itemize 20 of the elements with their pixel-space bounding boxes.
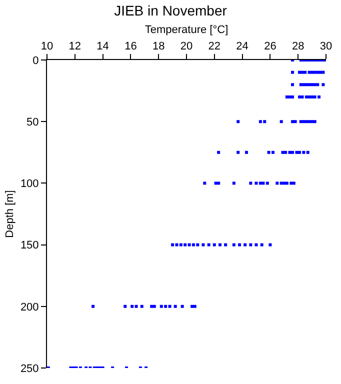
x-tick-label: 22 [208, 40, 221, 53]
x-tick-label: 14 [96, 40, 109, 53]
x-tick-label: 12 [68, 40, 82, 53]
x-tick-label: 30 [320, 40, 332, 53]
y-tick-label: 50 [26, 116, 39, 128]
y-tick-label: 250 [20, 362, 39, 375]
y-tick-label: 150 [20, 240, 39, 252]
x-tick-label: 26 [264, 40, 276, 53]
y-axis-title: Depth [m] [4, 190, 16, 238]
x-tick-label: 16 [124, 40, 137, 53]
x-axis-title: Temperature [°C] [144, 24, 228, 36]
chart-title: JIEB in November [114, 2, 228, 19]
y-tick-label: 200 [20, 301, 39, 314]
x-tick-label: 20 [180, 40, 193, 53]
y-tick-label: 0 [32, 54, 39, 67]
x-tick-label: 18 [152, 40, 165, 53]
x-tick-label: 10 [40, 40, 54, 53]
x-tick-label: 28 [292, 40, 304, 53]
x-tick-label: 24 [236, 40, 248, 53]
y-tick-label: 100 [20, 178, 39, 190]
